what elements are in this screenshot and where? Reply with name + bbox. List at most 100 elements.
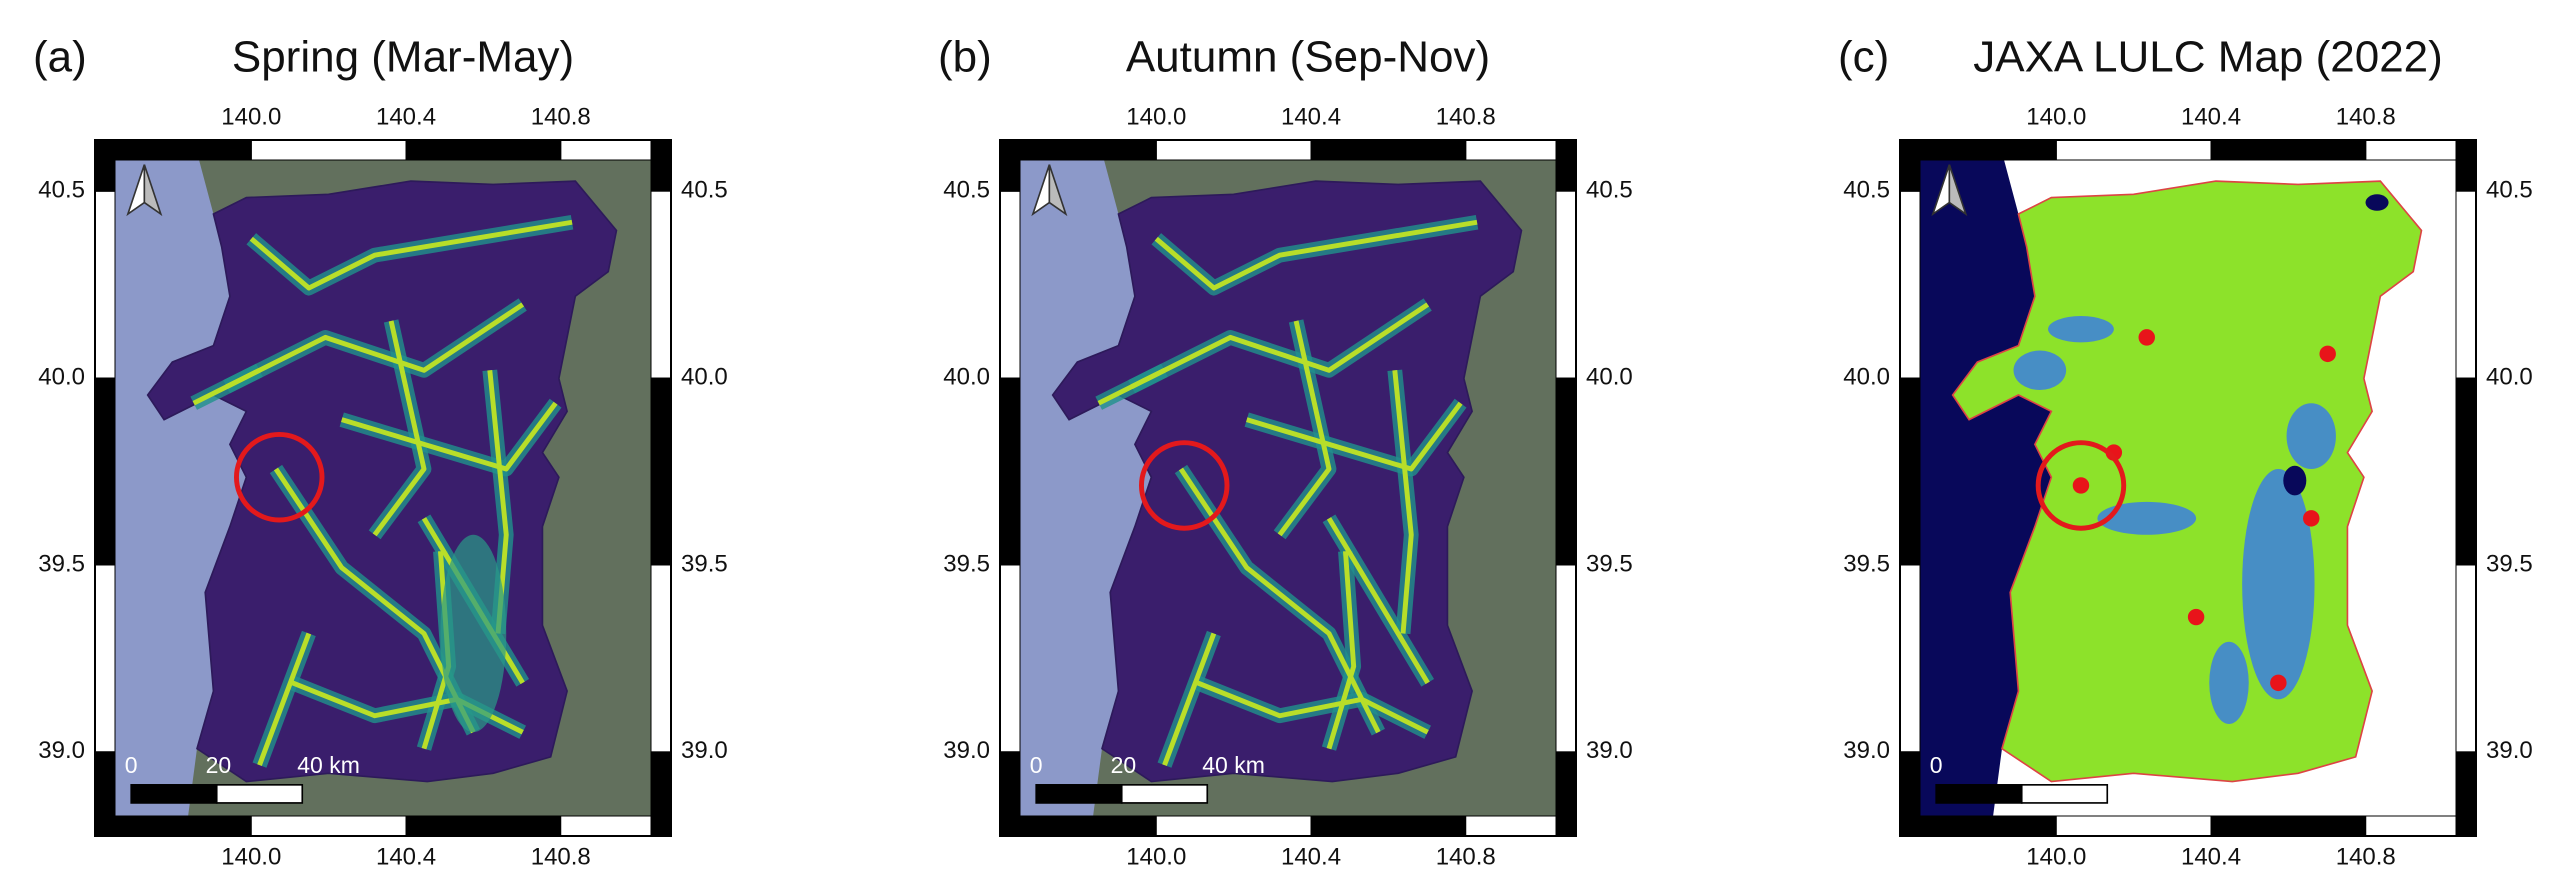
neatline (1000, 565, 1020, 752)
neatline (1156, 816, 1311, 836)
neatline (1900, 752, 1920, 836)
lake (2366, 194, 2389, 210)
neatline (2056, 140, 2211, 160)
neatline (1900, 191, 1920, 378)
neatline (95, 140, 251, 160)
neatline (251, 140, 406, 160)
x-tick-label-bottom: 140.4 (1281, 843, 1341, 870)
neatline (651, 752, 671, 836)
map-content (95, 140, 671, 836)
neatline (406, 816, 561, 836)
neatline (651, 191, 671, 378)
neatline (95, 565, 115, 752)
x-tick-label-bottom: 140.0 (2026, 843, 2086, 870)
scale-label: 20 (206, 752, 232, 778)
scale-label: 40 km (1202, 752, 1265, 778)
neatline (651, 140, 671, 191)
neatline (95, 140, 115, 191)
map-image (1900, 140, 2476, 836)
neatline (95, 191, 115, 378)
y-tick-label-left: 39.5 (943, 550, 990, 577)
neatline (2456, 191, 2476, 378)
neatline (1000, 752, 1020, 836)
built-up (2073, 477, 2089, 493)
panel-title: JAXA LULC Map (2022) (1973, 33, 2443, 82)
y-tick-label-right: 40.0 (1586, 363, 1633, 390)
y-tick-label-right: 40.0 (2486, 363, 2533, 390)
panel-label: (c) (1838, 33, 1889, 82)
neatline (1000, 816, 1156, 836)
neatline (651, 378, 671, 565)
neatline (2456, 565, 2476, 752)
neatline (2211, 816, 2366, 836)
scale-bar (1122, 785, 1208, 803)
neatline (1556, 378, 1576, 565)
y-tick-label-left: 40.5 (943, 177, 990, 204)
built-up (2319, 346, 2335, 362)
built-up (2303, 510, 2319, 526)
scale-label: 0 (125, 752, 138, 778)
neatline (1156, 140, 1311, 160)
built-up (2270, 675, 2286, 691)
x-tick-label-bottom: 140.8 (1436, 843, 1496, 870)
x-tick-label-bottom: 140.4 (376, 843, 436, 870)
neatline (1900, 140, 1920, 191)
scale-label: 0 (1030, 752, 1043, 778)
y-tick-label-left: 39.0 (38, 737, 85, 764)
figure: (a)Spring (Mar-May)02040 km140.0140.0140… (0, 0, 2567, 874)
scale-bar (217, 785, 303, 803)
neatline (1000, 378, 1020, 565)
x-tick-label-top: 140.8 (531, 103, 591, 130)
scale-bar (131, 785, 217, 803)
map-content (1000, 140, 1576, 836)
neatline (1900, 816, 2056, 836)
plain (440, 535, 506, 732)
x-tick-label-bottom: 140.0 (221, 843, 281, 870)
neatline (2456, 752, 2476, 836)
neatline (1556, 752, 1576, 836)
map-content (1900, 140, 2476, 836)
scale-label: 40 km (297, 752, 360, 778)
neatline (1000, 191, 1020, 378)
x-tick-label-top: 140.4 (2181, 103, 2241, 130)
neatline (95, 752, 115, 836)
y-tick-label-left: 40.5 (1843, 177, 1890, 204)
neatline (2056, 816, 2211, 836)
y-tick-label-left: 39.0 (943, 737, 990, 764)
y-tick-label-left: 40.0 (38, 363, 85, 390)
scale-bar (1936, 785, 2022, 803)
neatline (251, 816, 406, 836)
urban-cropland (2097, 502, 2196, 535)
panel-label: (a) (33, 33, 87, 82)
built-up (2139, 329, 2155, 345)
neatline (95, 816, 251, 836)
built-up (2188, 609, 2204, 625)
neatline (1556, 565, 1576, 752)
panel-label: (b) (938, 33, 992, 82)
y-tick-label-right: 40.5 (1586, 177, 1633, 204)
scale-bar (1036, 785, 1122, 803)
y-tick-label-right: 39.5 (2486, 550, 2533, 577)
neatline (1311, 140, 1466, 160)
y-tick-label-right: 39.0 (1586, 737, 1633, 764)
urban-cropland (2014, 351, 2067, 390)
neatline (2456, 140, 2476, 191)
x-tick-label-top: 140.4 (1281, 103, 1341, 130)
y-tick-label-left: 40.0 (943, 363, 990, 390)
urban-cropland (2209, 642, 2248, 724)
y-tick-label-right: 40.5 (681, 177, 728, 204)
lake (2283, 466, 2306, 496)
x-tick-label-bottom: 140.8 (531, 843, 591, 870)
y-tick-label-right: 39.0 (2486, 737, 2533, 764)
neatline (1556, 191, 1576, 378)
map-image (95, 140, 671, 836)
y-tick-label-left: 40.5 (38, 177, 85, 204)
map-image (1000, 140, 1576, 836)
neatline (95, 378, 115, 565)
x-tick-label-top: 140.0 (221, 103, 281, 130)
y-tick-label-left: 39.0 (1843, 737, 1890, 764)
x-tick-label-top: 140.8 (1436, 103, 1496, 130)
neatline (2456, 378, 2476, 565)
panel-title: Autumn (Sep-Nov) (1126, 33, 1490, 82)
